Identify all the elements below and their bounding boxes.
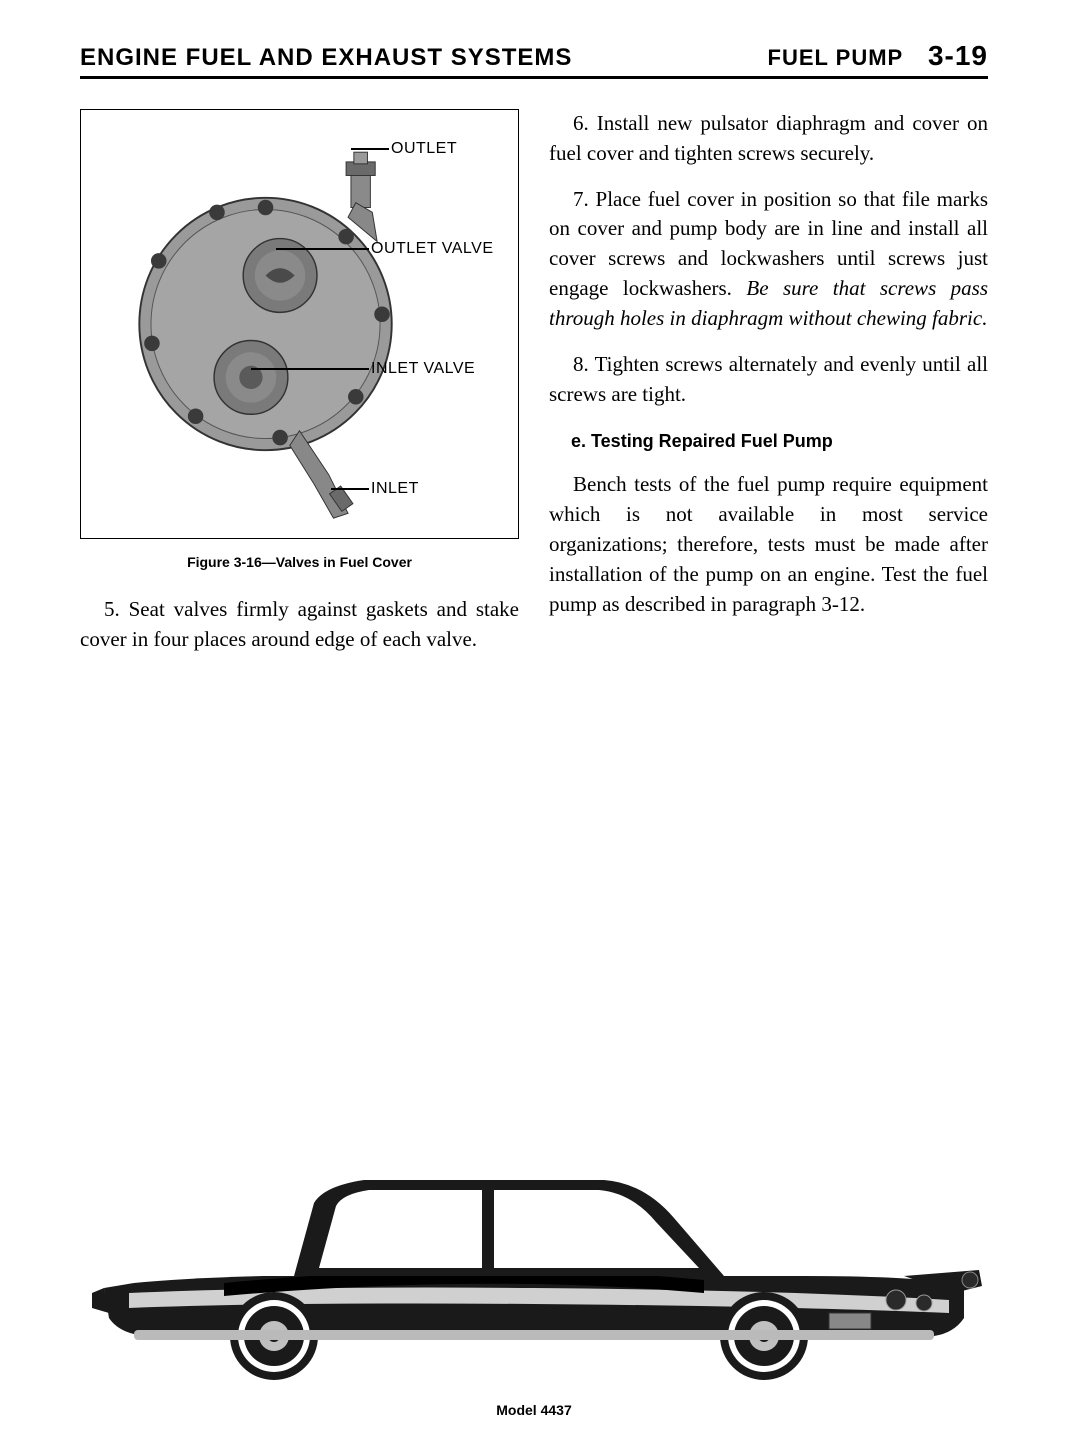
header-right-group: FUEL PUMP 3-19 (768, 40, 989, 72)
fuel-cover-diagram (91, 125, 508, 523)
inlet-label: INLET (371, 480, 419, 498)
page-header: ENGINE FUEL AND EXHAUST SYSTEMS FUEL PUM… (80, 40, 988, 79)
outlet-label: OUTLET (391, 140, 457, 158)
inlet-valve-label: INLET VALVE (371, 360, 475, 378)
left-column: OUTLET OUTLET VALVE INLET VALVE INLET Fi… (80, 109, 519, 671)
inlet-leader (331, 488, 369, 490)
content-columns: OUTLET OUTLET VALVE INLET VALVE INLET Fi… (80, 109, 988, 671)
figure-caption: Figure 3-16—Valves in Fuel Cover (80, 554, 519, 570)
model-label: Model 4437 (0, 1402, 1068, 1418)
paragraph-8: 8. Tighten screws alternately and evenly… (549, 350, 988, 410)
subheading-e: e. Testing Repaired Fuel Pump (571, 431, 988, 452)
inlet-valve-leader (251, 368, 369, 370)
paragraph-e: Bench tests of the fuel pump require equ… (549, 470, 988, 619)
right-column: 6. Install new pulsator diaphragm and co… (549, 109, 988, 671)
outlet-valve-leader (276, 248, 369, 250)
header-section-label: FUEL PUMP (768, 45, 903, 70)
paragraph-5: 5. Seat valves firmly against gaskets an… (80, 595, 519, 655)
figure-3-16-box: OUTLET OUTLET VALVE INLET VALVE INLET (80, 109, 519, 539)
car-illustration (80, 1108, 988, 1388)
paragraph-7: 7. Place fuel cover in position so that … (549, 185, 988, 334)
outlet-leader (351, 148, 389, 150)
outlet-valve-label: OUTLET VALVE (371, 240, 493, 258)
header-left-title: ENGINE FUEL AND EXHAUST SYSTEMS (80, 44, 572, 72)
page-number: 3-19 (928, 40, 988, 71)
paragraph-6: 6. Install new pulsator diaphragm and co… (549, 109, 988, 169)
